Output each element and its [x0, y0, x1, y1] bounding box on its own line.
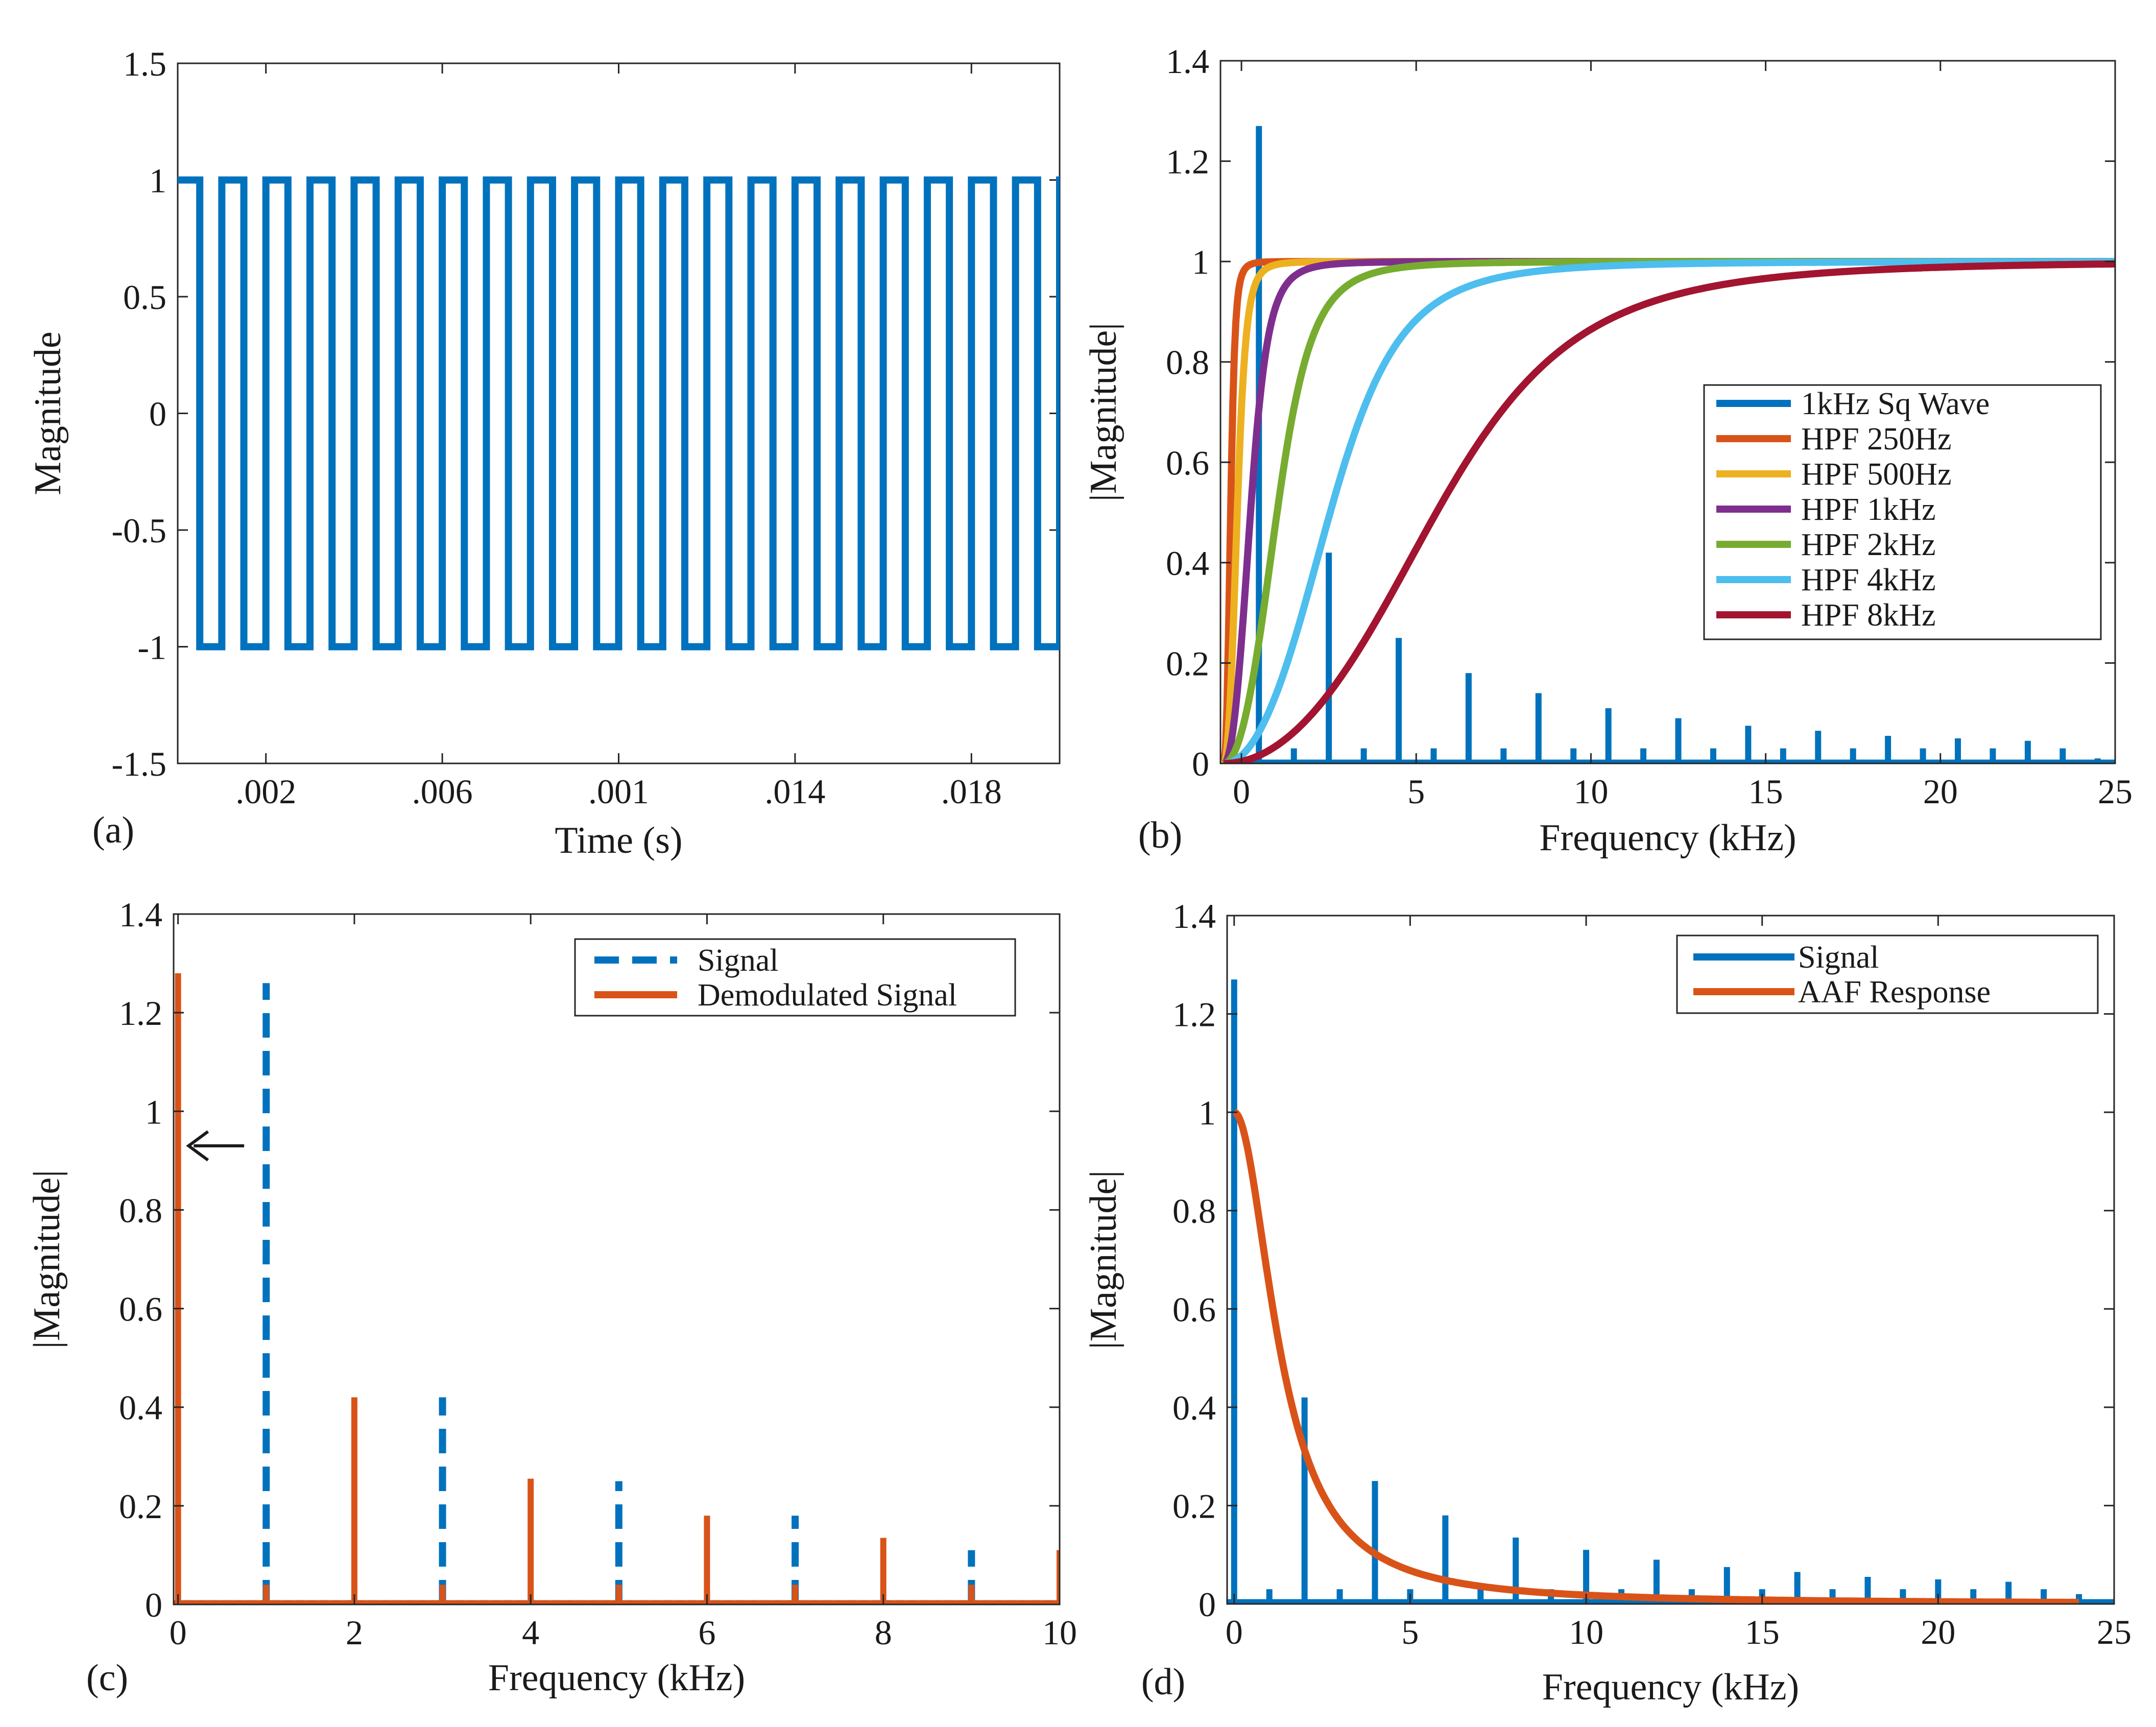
y-tick-label: 0.4	[119, 1388, 162, 1427]
x-tick-label: 20	[1923, 772, 1958, 811]
legend-label: HPF 4kHz	[1801, 563, 1936, 597]
x-tick-label: 10	[1573, 772, 1608, 811]
legend-label: HPF 500Hz	[1801, 457, 1952, 492]
x-tick-label: 25	[2098, 772, 2133, 811]
y-tick-label: 0.4	[1172, 1388, 1216, 1427]
plot-frame	[1226, 915, 2115, 1605]
panel-b: 0 5 10 15 20 25 0 0.2 0.4 0.6 0.8 1 1.2 1.4 Frequency …	[1083, 42, 2133, 859]
legend-box	[574, 938, 1016, 1017]
x-tick-label: 4	[522, 1613, 539, 1652]
y-tick-label: 0.6	[119, 1290, 162, 1329]
panel-label: (c)	[86, 1657, 128, 1699]
x-tick-label: 25	[2097, 1613, 2131, 1651]
x-tick-label: .006	[412, 772, 473, 811]
panel-c: 0 2 4 6 8 10 0 0.2 0.4 0.6 0.8 1 1.2 1.4 Frequency (kH…	[26, 895, 1077, 1699]
panel-d: 0 5 10 15 20 25 0 0.2 0.4 0.6 0.8 1 1.2 1.4 Frequency …	[1083, 897, 2131, 1708]
legend-label: HPF 8kHz	[1801, 598, 1936, 633]
y-tick-label: 0.6	[1172, 1290, 1216, 1329]
y-tick-label: 0.6	[1166, 443, 1209, 482]
x-tick-label: .014	[764, 772, 825, 811]
y-tick-label: 1.2	[1166, 142, 1209, 181]
x-tick-label: 5	[1401, 1613, 1419, 1651]
y-axis-label: |Magnitude|	[1083, 1170, 1124, 1349]
y-tick-label: 1	[149, 161, 166, 200]
y-tick-label: -0.5	[111, 511, 166, 550]
y-tick-label: 1	[145, 1092, 162, 1131]
legend-box	[1676, 934, 2099, 1014]
panel-label: (a)	[92, 809, 134, 851]
legend-label: AAF Response	[1798, 975, 1991, 1010]
hpf-curve	[1224, 260, 2115, 763]
panel-label: (b)	[1138, 814, 1182, 856]
y-tick-label: 0.8	[1166, 343, 1209, 382]
legend-label: Demodulated Signal	[698, 978, 957, 1013]
x-tick-label: .001	[588, 772, 649, 811]
y-tick-label: 0	[1199, 1585, 1216, 1624]
x-axis-label: Frequency (kHz)	[1542, 1666, 1799, 1708]
x-axis-label: Time (s)	[555, 820, 682, 861]
x-tick-label: 15	[1745, 1613, 1780, 1651]
y-tick-label: -1	[137, 628, 166, 667]
x-tick-label: .018	[941, 772, 1002, 811]
panel-a: .002 .006 .001 .014 .018 -1.5 -1 -0.5 0 0.5 1 1.5 Ti…	[27, 44, 1061, 861]
y-tick-label: -1.5	[111, 745, 166, 783]
x-tick-label: 6	[698, 1613, 715, 1652]
x-tick-label: 10	[1569, 1613, 1603, 1651]
y-tick-label: 1.4	[1172, 897, 1216, 936]
y-tick-label: 0.2	[1172, 1486, 1216, 1525]
x-axis-label: Frequency (kHz)	[488, 1657, 745, 1699]
plot-frame	[173, 913, 1061, 1605]
x-tick-label: 15	[1748, 772, 1783, 811]
y-tick-label: 0.8	[1172, 1192, 1216, 1231]
y-tick-label: 0.2	[119, 1487, 162, 1526]
y-tick-label: 1.5	[123, 44, 166, 83]
y-tick-label: 0	[1192, 745, 1209, 783]
y-tick-label: 0.8	[119, 1191, 162, 1230]
legend-label: HPF 2kHz	[1801, 527, 1936, 562]
x-tick-label: 0	[1226, 1613, 1243, 1651]
panel-label: (d)	[1141, 1661, 1185, 1703]
y-tick-label: 1.4	[1166, 42, 1209, 81]
x-axis-label: Frequency (kHz)	[1539, 817, 1796, 859]
y-tick-label: 1	[1199, 1093, 1216, 1132]
square-wave-line	[178, 176, 1060, 651]
x-tick-label: 0	[170, 1613, 187, 1652]
legend-label: Signal	[1798, 940, 1879, 975]
y-tick-label: 1.2	[119, 994, 162, 1033]
plot-frame	[1219, 60, 2116, 764]
y-tick-label: 1.4	[119, 895, 162, 934]
x-tick-label: 10	[1042, 1613, 1077, 1652]
legend-label: Signal	[698, 943, 778, 978]
y-tick-label: 0	[145, 1586, 162, 1624]
y-tick-label: 0.5	[123, 278, 166, 317]
x-tick-label: 8	[875, 1613, 892, 1652]
y-tick-label: 0	[149, 395, 166, 434]
y-tick-label: 0.2	[1166, 644, 1209, 683]
x-tick-label: 5	[1407, 772, 1425, 811]
x-tick-label: 0	[1233, 772, 1250, 811]
x-tick-label: 2	[346, 1613, 363, 1652]
y-tick-label: 1.2	[1172, 995, 1216, 1034]
y-axis-label: Magnitude	[27, 331, 69, 495]
y-axis-label: |Magnitude|	[26, 1170, 68, 1349]
y-tick-label: 0.4	[1166, 544, 1209, 583]
x-tick-label: .002	[235, 772, 296, 811]
legend-label: 1kHz Sq Wave	[1801, 387, 1990, 421]
hpf-curve	[1224, 258, 2115, 763]
legend-label: HPF 1kHz	[1801, 492, 1936, 527]
x-tick-label: 20	[1921, 1613, 1955, 1651]
annotation-arrow-head	[186, 1130, 209, 1162]
legend-label: HPF 250Hz	[1801, 422, 1952, 457]
y-tick-label: 1	[1192, 243, 1209, 281]
y-axis-label: |Magnitude|	[1083, 323, 1124, 501]
